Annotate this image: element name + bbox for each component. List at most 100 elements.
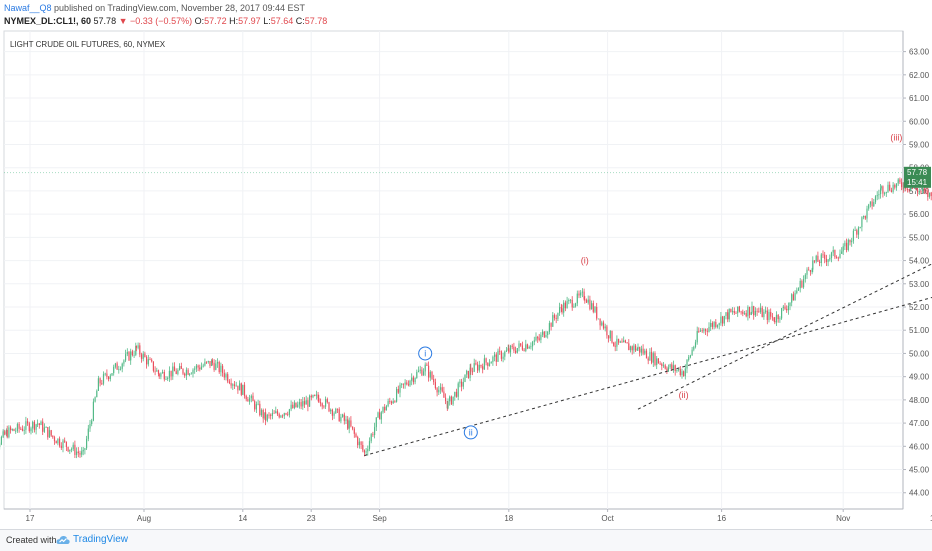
candle-body xyxy=(241,383,242,394)
candle-body xyxy=(141,355,142,359)
candle-body xyxy=(219,362,220,372)
candle-body xyxy=(12,429,13,430)
candle-body xyxy=(753,306,754,315)
candle-body xyxy=(156,370,157,371)
candle-body xyxy=(215,364,216,370)
candle-body xyxy=(875,196,876,202)
candle-body xyxy=(431,372,432,379)
candle-body xyxy=(438,390,439,393)
candle-body xyxy=(910,188,911,191)
candle-body xyxy=(179,366,180,370)
candle-body xyxy=(680,369,681,375)
footer-bar: Created with TradingView xyxy=(0,529,932,551)
candle-body xyxy=(760,308,761,312)
candle-body xyxy=(540,335,541,340)
candle-body xyxy=(372,434,373,435)
y-tick-label: 56.00 xyxy=(909,210,930,219)
candle-body xyxy=(524,350,525,351)
candle-body xyxy=(25,421,26,430)
candle-body xyxy=(552,315,553,327)
created-with-label: Created with xyxy=(6,535,57,545)
candle-body xyxy=(111,373,112,375)
price-chart[interactable]: 63.0062.0061.0060.0059.0058.0057.0056.00… xyxy=(0,0,932,529)
candle-body xyxy=(10,427,11,430)
candle-body xyxy=(683,371,684,376)
candle-body xyxy=(311,396,312,398)
candle-body xyxy=(134,355,135,356)
candle-body xyxy=(294,403,295,408)
candle-body xyxy=(242,385,243,395)
candle-body xyxy=(491,362,492,363)
candle-body xyxy=(817,256,818,262)
y-tick-label: 51.00 xyxy=(909,326,930,335)
candle-body xyxy=(518,343,519,348)
candle-body xyxy=(739,307,740,312)
candle-body xyxy=(76,452,77,455)
candle-body xyxy=(309,396,310,407)
candle-body xyxy=(403,384,404,385)
candle-body xyxy=(763,312,764,317)
candle-body xyxy=(108,377,109,379)
candle-body xyxy=(162,372,163,373)
candle-body xyxy=(362,445,363,450)
candle-body xyxy=(666,369,667,371)
x-tick-label: Nov xyxy=(836,514,850,523)
y-tick-label: 44.00 xyxy=(909,489,930,498)
candle-body xyxy=(487,363,488,366)
candle-body xyxy=(882,186,883,193)
candle-body xyxy=(858,227,859,234)
candle-body xyxy=(808,270,809,271)
candle-body xyxy=(615,346,616,347)
candle-body xyxy=(220,366,221,372)
candle-body xyxy=(274,413,275,414)
x-tick-label: 18 xyxy=(504,514,513,523)
candle-body xyxy=(423,371,424,375)
candle-body xyxy=(673,365,674,369)
candle-body xyxy=(588,300,589,303)
candle-body xyxy=(529,347,530,349)
candle-body xyxy=(282,416,283,417)
candle-body xyxy=(758,311,759,312)
candle-body xyxy=(459,382,460,384)
candle-body xyxy=(391,402,392,404)
candle-body xyxy=(586,300,587,303)
candle-body xyxy=(472,371,473,372)
candle-body xyxy=(405,383,406,385)
candle-body xyxy=(598,319,599,320)
candle-body xyxy=(73,445,74,449)
candle-body xyxy=(384,407,385,410)
candle-body xyxy=(618,339,619,343)
y-tick-label: 61.00 xyxy=(909,94,930,103)
candle-body xyxy=(177,370,178,374)
candle-body xyxy=(388,401,389,406)
candle-body xyxy=(727,312,728,319)
candle-body xyxy=(149,359,150,360)
candle-body xyxy=(47,427,48,437)
candle-body xyxy=(322,403,323,406)
candle-body xyxy=(593,303,594,312)
candle-body xyxy=(927,191,928,197)
candle-body xyxy=(314,395,315,396)
candle-body xyxy=(661,364,662,366)
candle-body xyxy=(247,399,248,401)
candle-body xyxy=(712,323,713,327)
candle-body xyxy=(125,354,126,360)
candle-body xyxy=(204,362,205,366)
candle-body xyxy=(489,364,490,366)
candle-body xyxy=(194,369,195,370)
candle-body xyxy=(646,351,647,359)
candle-body xyxy=(93,402,94,421)
candle-body xyxy=(508,348,509,352)
candle-body xyxy=(786,309,787,310)
candle-body xyxy=(3,431,4,437)
candle-body xyxy=(637,347,638,349)
candle-body xyxy=(244,385,245,396)
candle-body xyxy=(84,448,85,450)
candle-body xyxy=(287,414,288,415)
candle-body xyxy=(49,430,50,437)
candle-body xyxy=(887,185,888,192)
y-tick-label: 52.00 xyxy=(909,303,930,312)
candle-body xyxy=(100,378,101,383)
candle-body xyxy=(822,254,823,255)
tradingview-brand[interactable]: TradingView xyxy=(73,534,128,545)
